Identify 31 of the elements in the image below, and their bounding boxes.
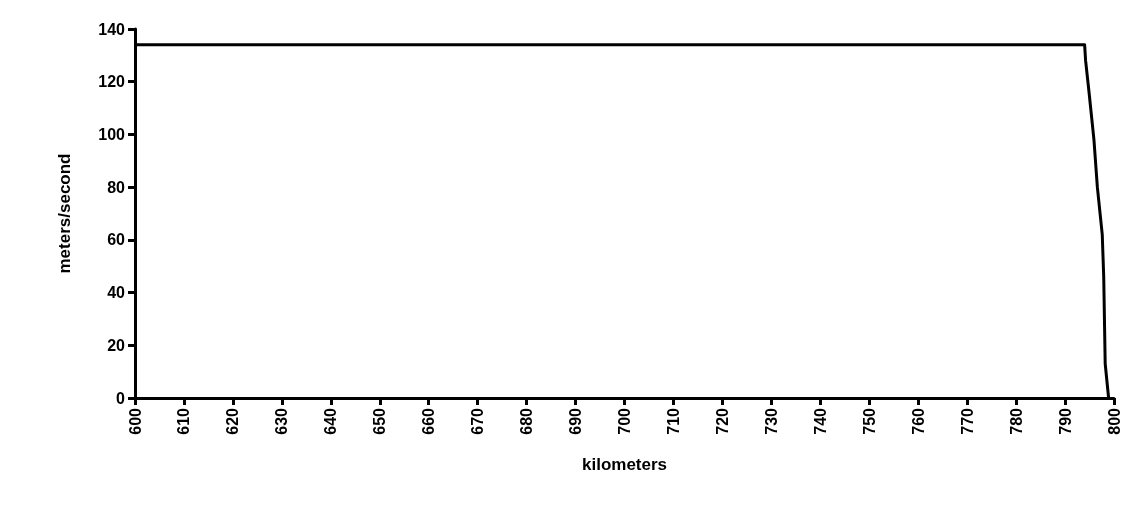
y-tick-label: 80 <box>107 178 126 196</box>
y-tick-label: 100 <box>98 125 126 143</box>
y-tick-label: 20 <box>107 336 126 354</box>
y-tick-label: 60 <box>107 231 126 249</box>
y-tick-label: 140 <box>98 20 126 38</box>
x-tick-label: 690 <box>567 407 585 435</box>
x-tick-label: 600 <box>126 407 144 435</box>
x-tick-label: 780 <box>1007 407 1025 435</box>
x-tick-label: 660 <box>420 407 438 435</box>
x-tick-label: 680 <box>518 407 536 435</box>
y-tick-label: 120 <box>98 73 126 91</box>
x-tick-label: 750 <box>860 407 878 435</box>
y-tick-label: 40 <box>107 284 126 302</box>
x-tick-label: 790 <box>1056 407 1074 435</box>
x-tick-label: 620 <box>224 407 242 435</box>
x-tick-label: 700 <box>616 407 633 435</box>
y-tick-label: 0 <box>116 389 126 407</box>
x-tick-label: 650 <box>371 407 389 435</box>
x-tick-label: 630 <box>273 407 291 435</box>
x-tick-label: 740 <box>811 407 829 435</box>
x-axis-title: kilometers <box>581 455 668 474</box>
x-tick-label: 800 <box>1105 407 1123 435</box>
x-tick-label: 720 <box>713 407 731 435</box>
y-axis-title: meters/second <box>55 153 74 274</box>
x-tick-label: 770 <box>958 407 976 435</box>
x-tick-label: 670 <box>469 407 487 435</box>
x-tick-label: 710 <box>664 407 682 435</box>
x-tick-label: 640 <box>322 407 340 435</box>
x-tick-label: 610 <box>175 407 193 435</box>
x-tick-label: 730 <box>762 407 780 435</box>
x-tick-label: 760 <box>909 407 927 435</box>
